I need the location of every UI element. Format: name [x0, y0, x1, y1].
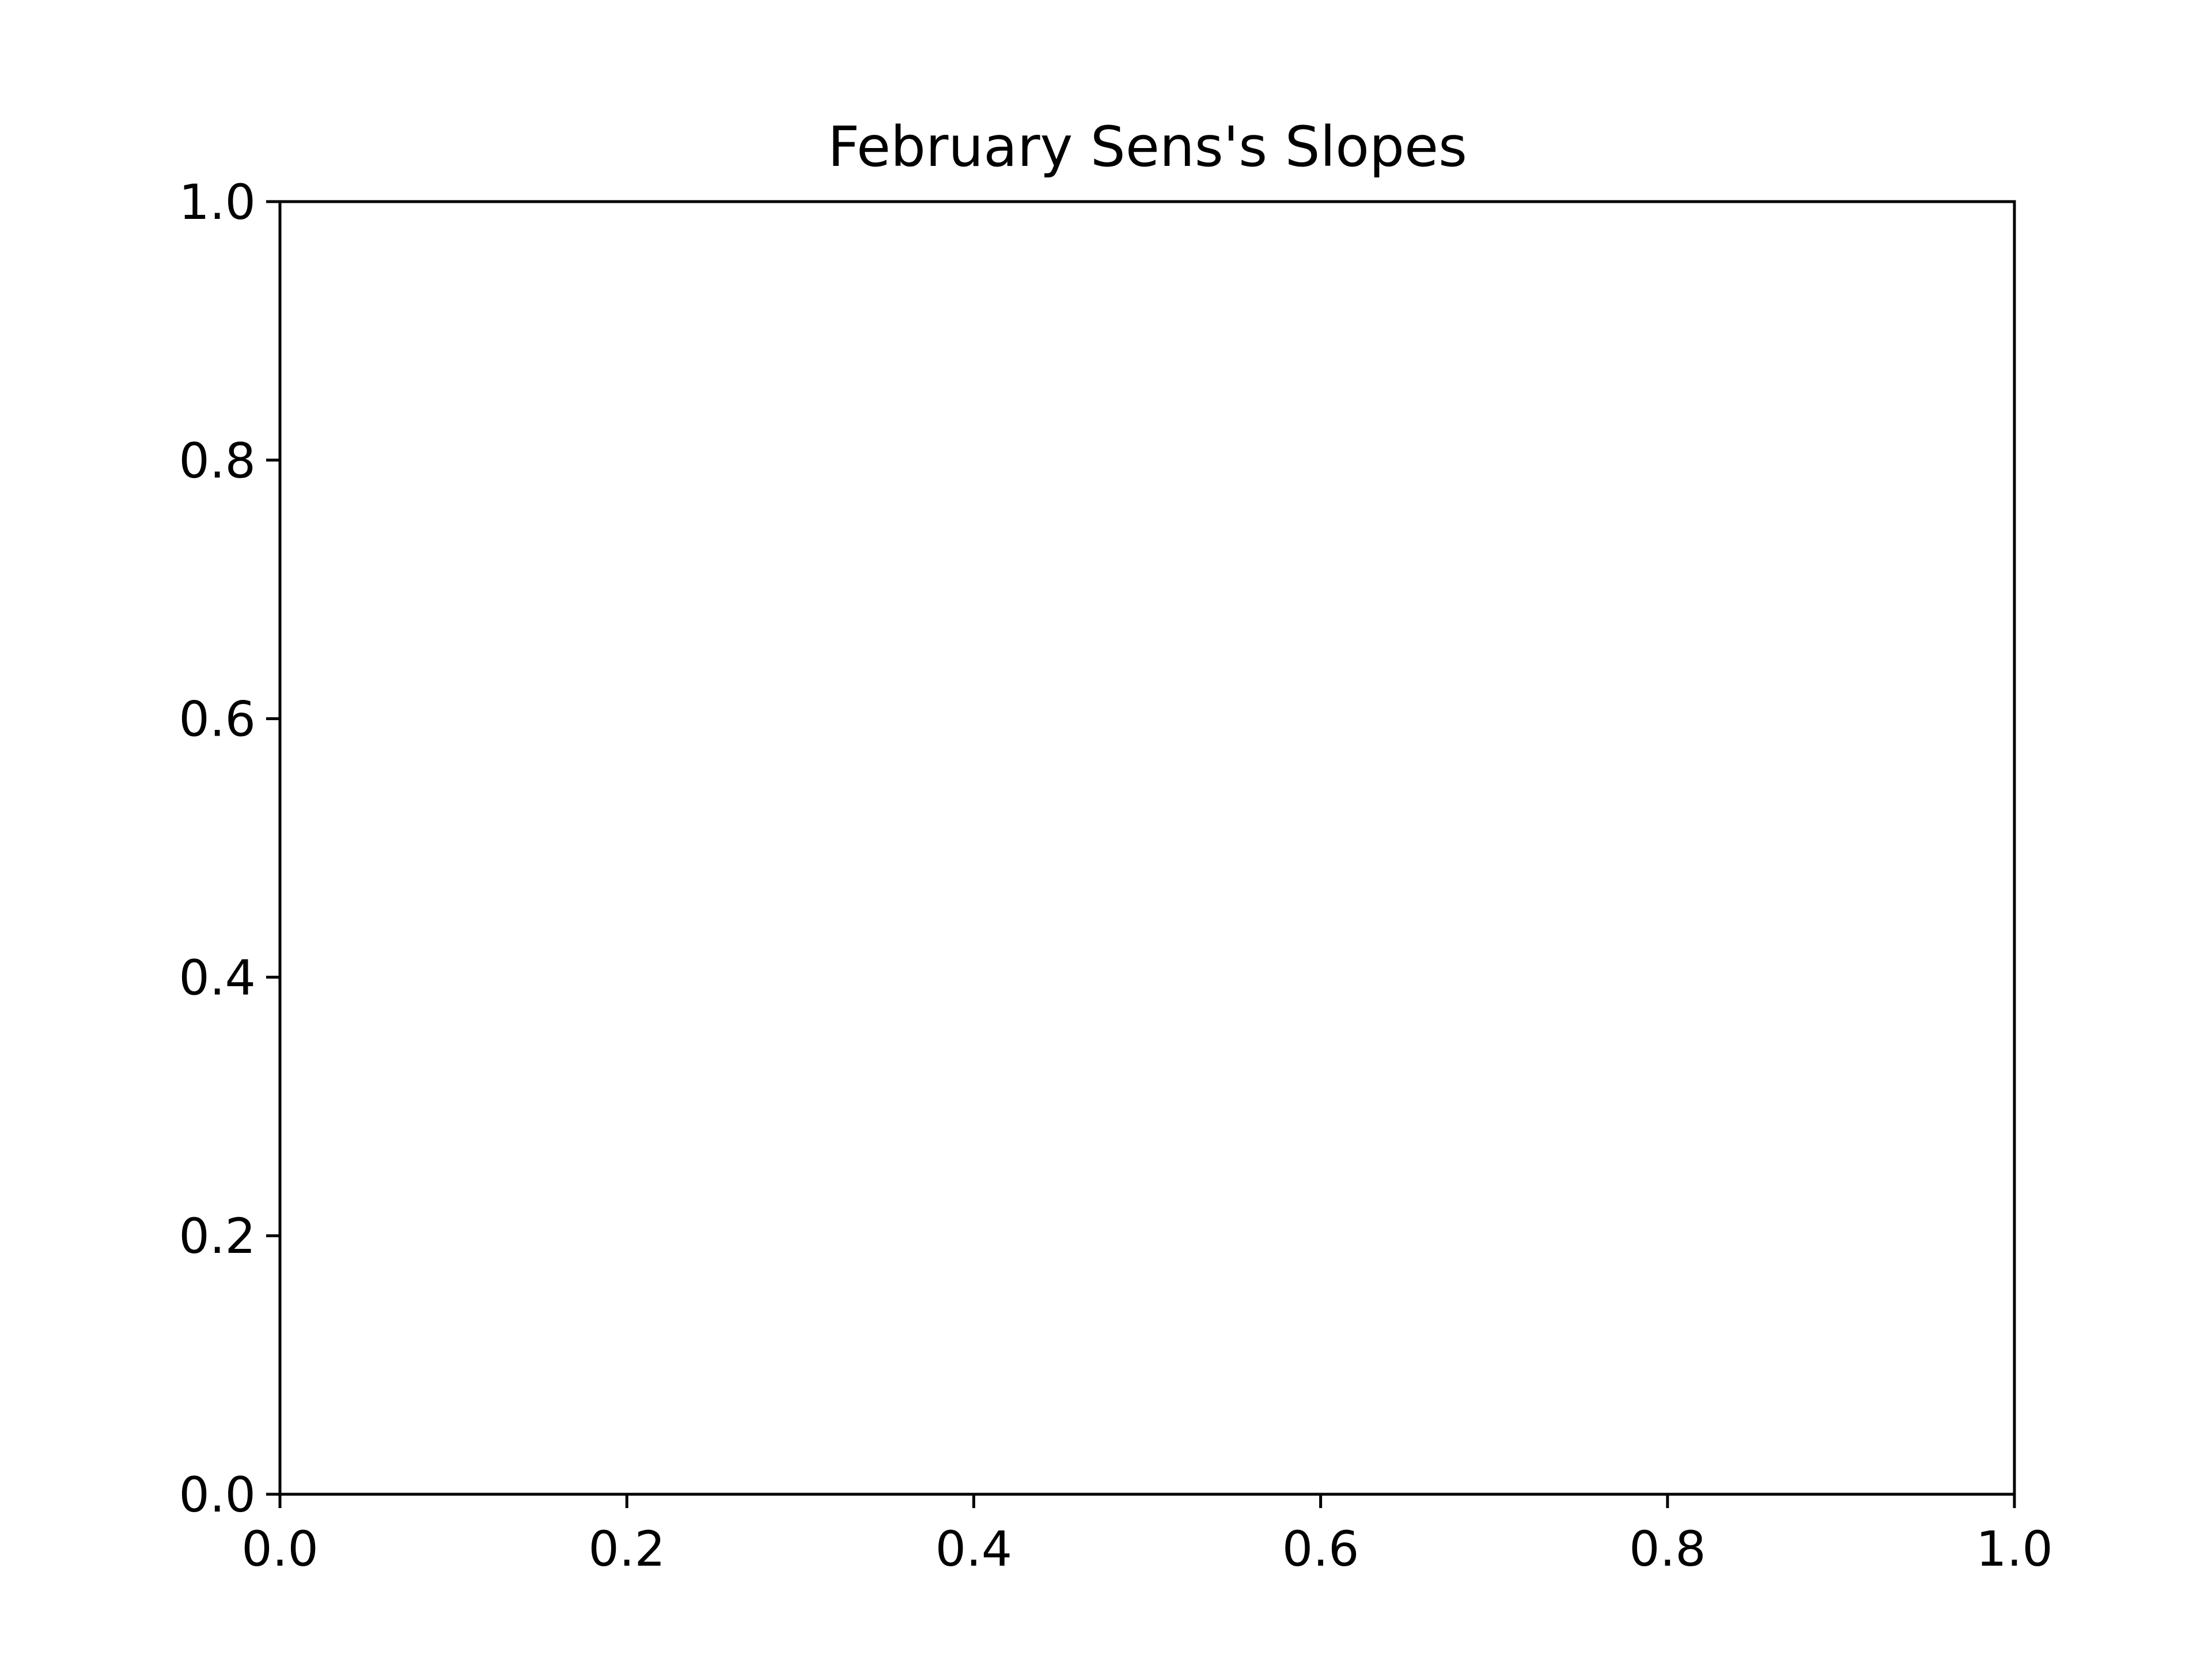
y-tick-label: 0.0 — [179, 1467, 256, 1523]
y-tick-label: 0.2 — [179, 1208, 256, 1264]
y-tick-label: 0.6 — [179, 691, 256, 748]
x-tick-label: 0.2 — [588, 1521, 665, 1577]
chart-title: February Sens's Slopes — [828, 115, 1467, 179]
x-tick-label: 0.8 — [1629, 1521, 1706, 1577]
x-tick-label: 0.4 — [935, 1521, 1013, 1577]
x-tick-label: 1.0 — [1976, 1521, 2053, 1577]
y-tick-label: 0.4 — [179, 949, 256, 1006]
x-axis: 0.0 0.2 0.4 0.6 0.8 1.0 — [241, 1494, 2053, 1577]
x-tick-label: 0.6 — [1282, 1521, 1359, 1577]
y-tick-label: 1.0 — [179, 174, 256, 230]
x-tick-label: 0.0 — [241, 1521, 319, 1577]
y-tick-label: 0.8 — [179, 433, 256, 489]
axes-frame — [278, 200, 2016, 1496]
plot-area — [278, 200, 2016, 1496]
y-axis: 0.0 0.2 0.4 0.6 0.8 1.0 — [179, 174, 280, 1523]
